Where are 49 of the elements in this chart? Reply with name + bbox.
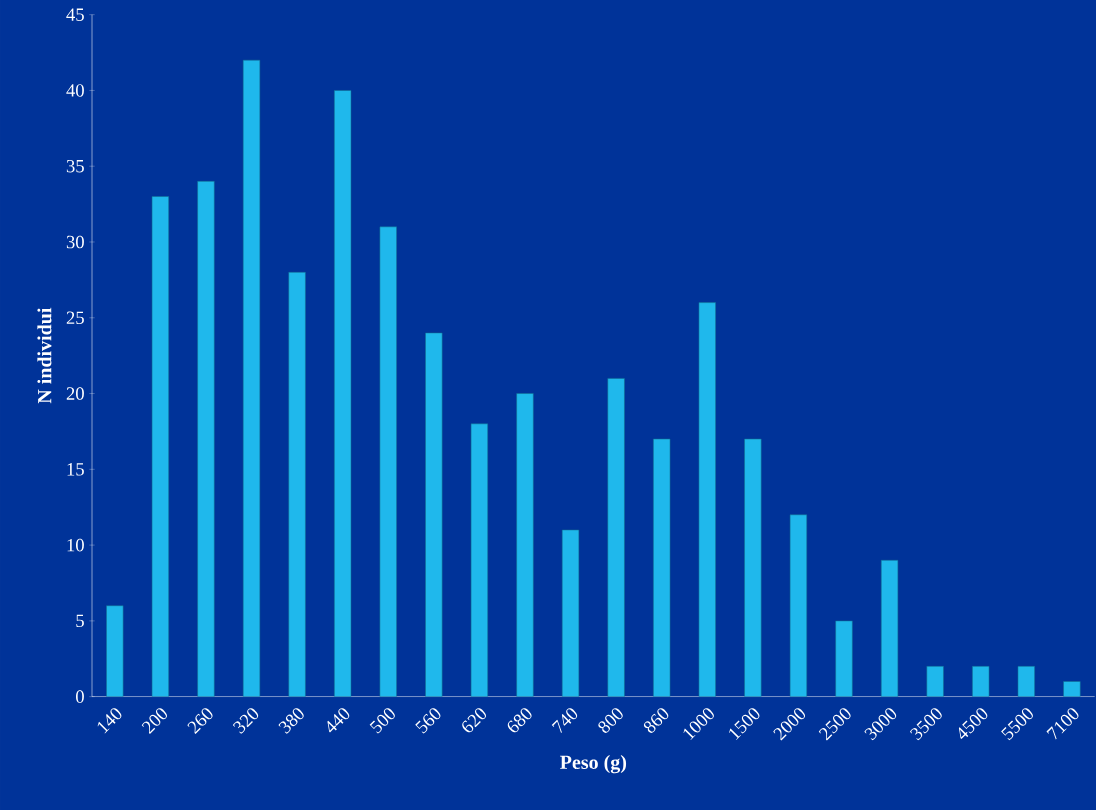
y-tick-label: 25 (66, 311, 84, 325)
bar (926, 666, 944, 697)
bar (789, 514, 808, 697)
y-tick-label: 15 (67, 463, 84, 476)
x-tick-label: 260 (187, 708, 213, 734)
y-tick-label: 40 (66, 84, 84, 97)
x-axis-title: Peso (g) (560, 754, 627, 774)
x-tick-label: 800 (598, 708, 623, 733)
y-tick-label: 45 (66, 8, 84, 21)
bar (470, 423, 488, 697)
bar (698, 302, 716, 697)
y-tick-label: 30 (66, 235, 84, 249)
bar (972, 666, 990, 697)
bar (516, 393, 534, 697)
y-tick-label: 10 (67, 538, 84, 552)
x-tick-label: 860 (643, 708, 669, 733)
bar (334, 90, 352, 697)
x-tick-label: 7100 (1046, 708, 1079, 740)
bar (835, 620, 853, 697)
y-tick-label: 5 (76, 614, 84, 628)
x-tick-label: 500 (369, 708, 395, 734)
y-tick-label: 20 (66, 387, 84, 400)
bar (242, 59, 261, 697)
bar (288, 272, 306, 697)
y-tick-label: 35 (66, 159, 84, 173)
x-tick-label: 440 (327, 708, 350, 733)
bar (379, 226, 397, 697)
bar (744, 438, 762, 697)
x-tick-label: 740 (551, 708, 578, 734)
x-tick-label: 140 (97, 708, 122, 734)
y-tick-label: 0 (76, 690, 84, 703)
bar (1063, 681, 1081, 697)
x-tick-label: 560 (415, 708, 441, 734)
x-tick-label: 4500 (958, 708, 988, 739)
bar (880, 559, 899, 697)
bar (106, 605, 124, 697)
x-tick-label: 380 (278, 708, 304, 734)
x-tick-label: 200 (141, 708, 168, 734)
bar (561, 529, 580, 697)
bar (425, 332, 443, 697)
bar (1017, 666, 1035, 697)
x-tick-label: 680 (507, 708, 532, 733)
bar (607, 378, 625, 697)
x-tick-label: 320 (232, 708, 259, 734)
bar (653, 438, 671, 697)
bar (197, 181, 215, 697)
y-axis-title: N individui (37, 307, 52, 404)
x-tick-label: 620 (462, 708, 487, 733)
bar (151, 196, 169, 697)
